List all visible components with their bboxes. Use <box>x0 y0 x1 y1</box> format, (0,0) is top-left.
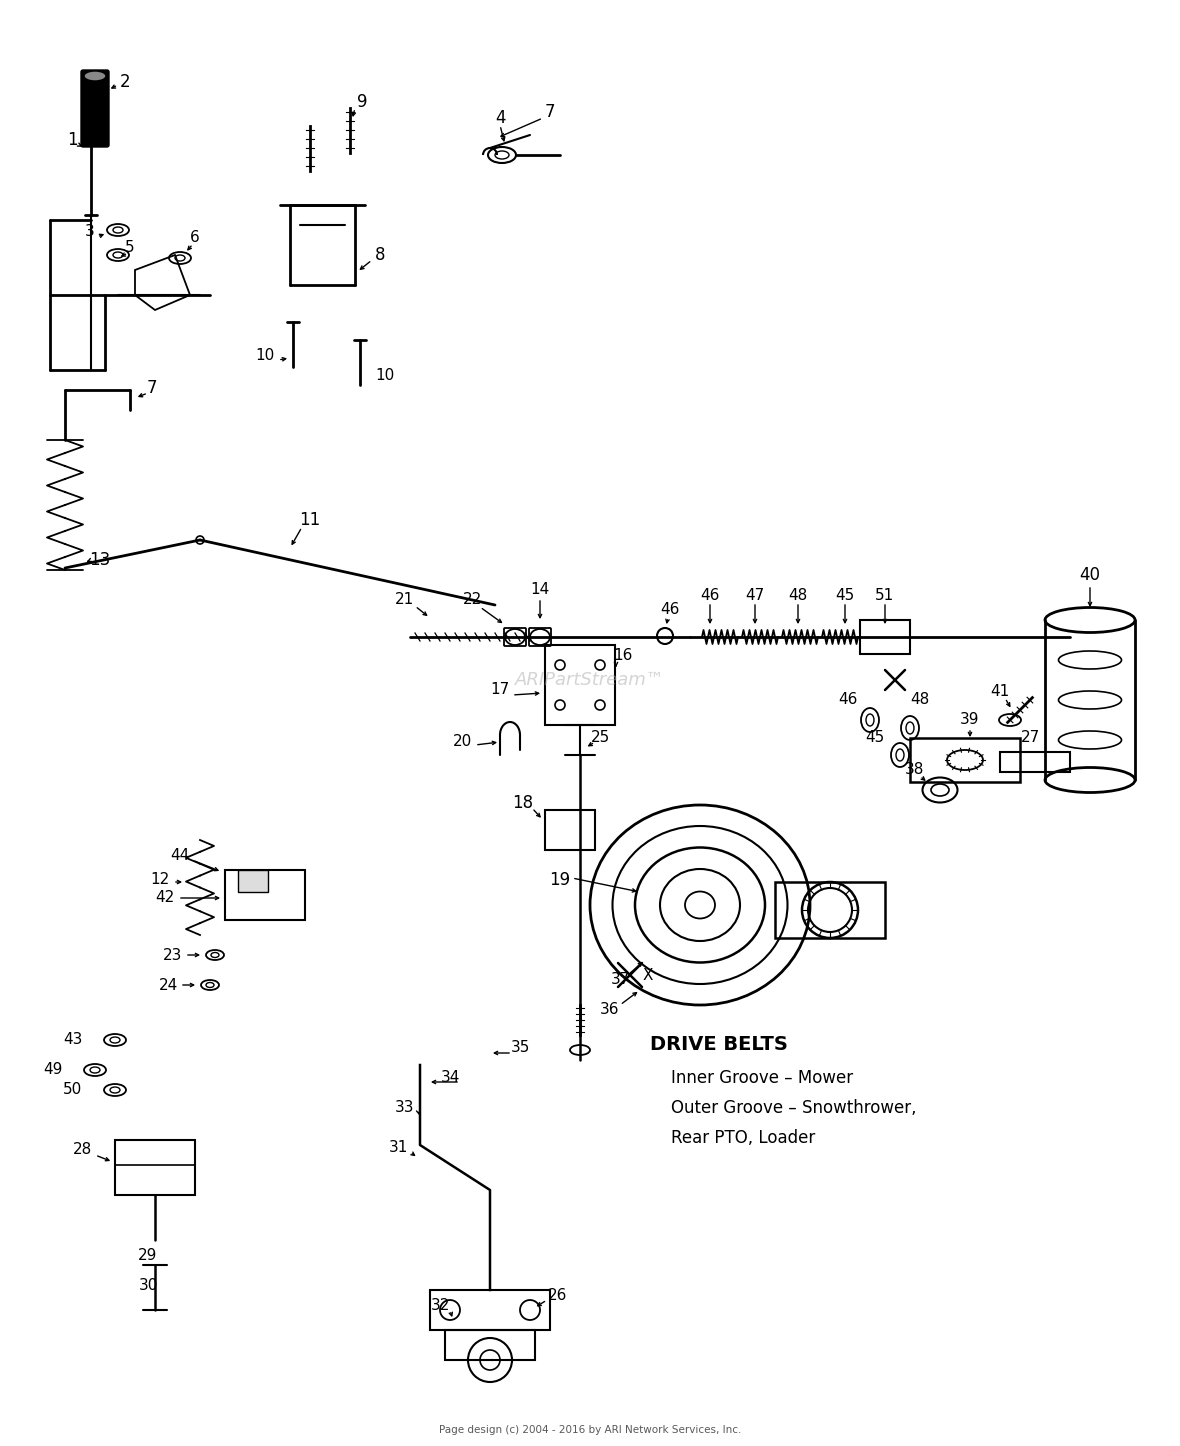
Text: 1: 1 <box>67 132 78 149</box>
Text: 20: 20 <box>453 735 473 749</box>
Text: 8: 8 <box>375 246 385 265</box>
Text: 44: 44 <box>170 847 190 862</box>
FancyBboxPatch shape <box>529 628 551 646</box>
Text: 5: 5 <box>125 240 135 256</box>
Text: 51: 51 <box>876 587 894 603</box>
Text: 34: 34 <box>440 1070 460 1086</box>
Text: 7: 7 <box>545 103 556 121</box>
Text: 29: 29 <box>138 1248 158 1262</box>
Text: Outer Groove – Snowthrower,: Outer Groove – Snowthrower, <box>650 1099 917 1116</box>
Text: 22: 22 <box>463 593 481 607</box>
Text: 31: 31 <box>388 1141 407 1155</box>
Ellipse shape <box>84 71 106 81</box>
Text: 24: 24 <box>158 977 178 992</box>
Text: 13: 13 <box>90 551 111 568</box>
Bar <box>860 620 910 654</box>
Text: 10: 10 <box>255 347 275 363</box>
Bar <box>445 1330 535 1361</box>
Text: 2: 2 <box>119 72 130 91</box>
Text: 46: 46 <box>661 603 680 617</box>
Bar <box>545 810 595 850</box>
Text: X: X <box>643 967 654 982</box>
Text: 7: 7 <box>146 379 157 398</box>
Text: 35: 35 <box>510 1041 530 1056</box>
Text: 38: 38 <box>905 762 925 778</box>
Text: 12: 12 <box>150 872 170 888</box>
Text: 3: 3 <box>85 224 94 240</box>
Text: 16: 16 <box>614 648 632 662</box>
Text: 11: 11 <box>300 510 321 529</box>
Text: 9: 9 <box>356 93 367 111</box>
Text: 41: 41 <box>990 684 1010 700</box>
Text: 33: 33 <box>395 1100 414 1115</box>
Text: DRIVE BELTS: DRIVE BELTS <box>650 1035 788 1054</box>
Text: 48: 48 <box>788 587 807 603</box>
Text: 43: 43 <box>64 1032 83 1047</box>
Text: 47: 47 <box>746 587 765 603</box>
Text: 40: 40 <box>1080 565 1101 584</box>
Bar <box>910 737 1020 782</box>
Text: 49: 49 <box>44 1063 63 1077</box>
Text: 45: 45 <box>835 587 854 603</box>
Text: 26: 26 <box>549 1287 568 1303</box>
Text: 39: 39 <box>961 713 979 727</box>
Text: 10: 10 <box>375 367 394 383</box>
Text: 50: 50 <box>64 1083 83 1098</box>
Bar <box>114 1139 195 1194</box>
Bar <box>225 870 304 920</box>
Text: 4: 4 <box>494 108 505 127</box>
Bar <box>545 645 615 724</box>
Bar <box>775 882 885 938</box>
Text: 46: 46 <box>838 693 858 707</box>
Text: 48: 48 <box>911 693 930 707</box>
Text: 30: 30 <box>138 1277 158 1293</box>
Text: ARIPartStream™: ARIPartStream™ <box>516 671 664 688</box>
Text: 19: 19 <box>550 870 571 889</box>
Text: 37: 37 <box>610 973 630 988</box>
Text: 46: 46 <box>700 587 720 603</box>
FancyBboxPatch shape <box>81 69 109 147</box>
Bar <box>999 752 1070 772</box>
Text: 23: 23 <box>163 947 183 963</box>
FancyBboxPatch shape <box>504 628 526 646</box>
Text: 14: 14 <box>530 583 550 597</box>
Text: Rear PTO, Loader: Rear PTO, Loader <box>650 1129 815 1147</box>
Bar <box>238 870 268 892</box>
Text: 36: 36 <box>601 1002 620 1018</box>
Text: 45: 45 <box>865 730 885 746</box>
Text: Inner Groove – Mower: Inner Groove – Mower <box>650 1069 853 1087</box>
Text: 27: 27 <box>1021 730 1040 746</box>
Text: 42: 42 <box>156 891 175 905</box>
Text: 18: 18 <box>512 794 533 813</box>
Text: 17: 17 <box>491 683 510 697</box>
Text: 6: 6 <box>190 230 199 246</box>
Text: 32: 32 <box>431 1297 450 1313</box>
Text: 21: 21 <box>395 593 414 607</box>
Bar <box>430 1290 550 1330</box>
Text: 25: 25 <box>590 730 610 746</box>
Text: 28: 28 <box>72 1142 92 1157</box>
Text: Page design (c) 2004 - 2016 by ARI Network Services, Inc.: Page design (c) 2004 - 2016 by ARI Netwo… <box>439 1424 741 1434</box>
